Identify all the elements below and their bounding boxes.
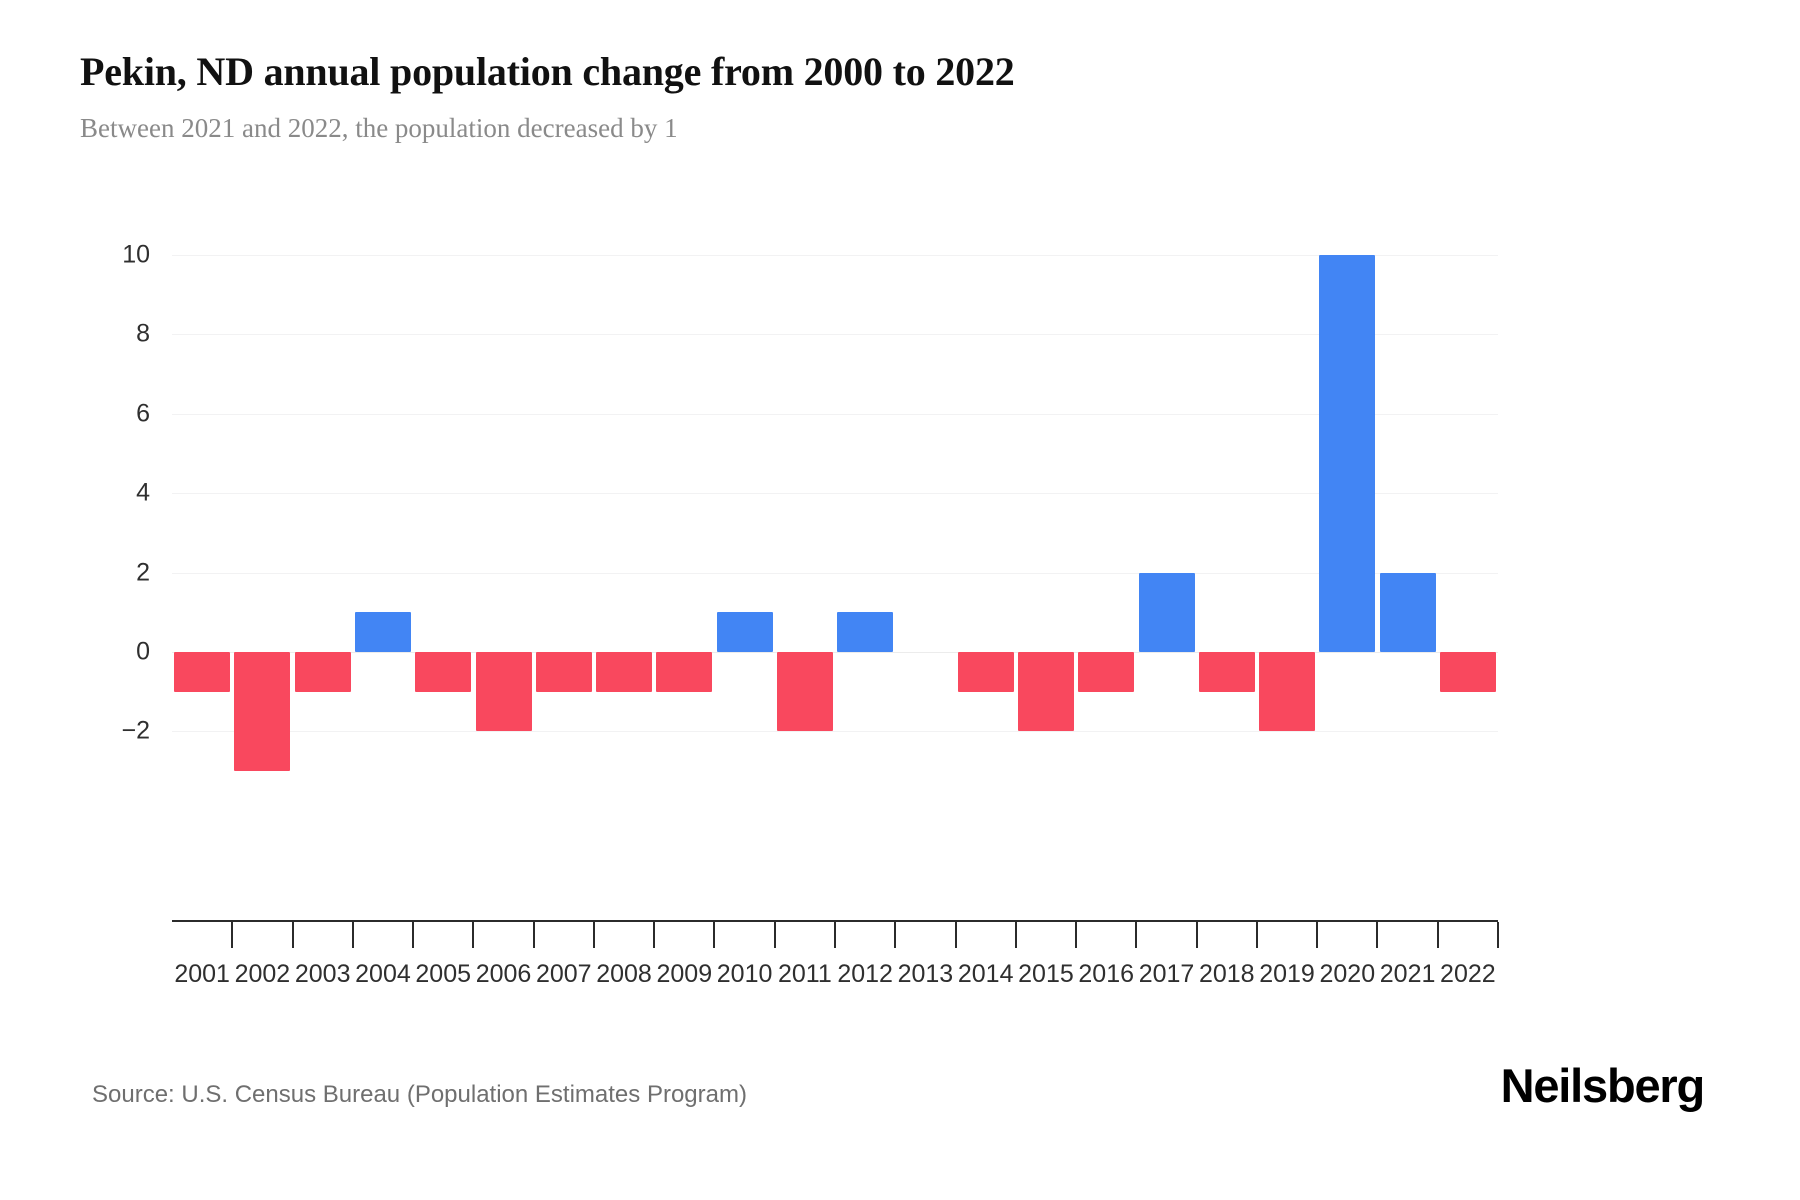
y-axis-tick-label: 6 xyxy=(136,399,150,428)
x-axis-tick-label: 2005 xyxy=(415,960,472,988)
gridline xyxy=(172,651,1498,653)
x-axis-tick xyxy=(1497,922,1499,948)
x-axis-labels: 2001 2002 2003 2004 2005 2006 2007 2008 2009 2010… xyxy=(172,960,1498,1000)
y-axis-tick-label: −2 xyxy=(121,716,150,745)
x-axis-tick xyxy=(291,922,294,948)
x-axis-tick-label: 2016 xyxy=(1078,960,1135,988)
x-axis-tick-label: 2003 xyxy=(294,960,351,988)
bar-2015[interactable] xyxy=(1017,651,1074,732)
bar-2018[interactable] xyxy=(1198,651,1255,692)
y-axis-labels: 10 8 6 4 2 0 −2 xyxy=(0,215,172,795)
x-axis-tick xyxy=(1014,922,1017,948)
bar-2010[interactable] xyxy=(716,612,773,652)
y-axis-tick-label: 10 xyxy=(122,240,150,269)
x-axis-tick-label: 2001 xyxy=(174,960,230,988)
bar-2007[interactable] xyxy=(535,651,592,692)
x-axis-tick-label: 2019 xyxy=(1259,960,1315,988)
y-axis-tick-label: 0 xyxy=(136,637,150,666)
bar-2012[interactable] xyxy=(837,612,894,652)
x-axis-tick-label: 2004 xyxy=(355,960,411,988)
x-axis-tick xyxy=(231,922,234,948)
x-axis-line xyxy=(172,920,1498,922)
x-axis-tick xyxy=(894,922,897,948)
plot-canvas xyxy=(172,215,1498,795)
plot-area: 10 8 6 4 2 0 −2 xyxy=(0,215,1800,905)
x-axis-tick-label: 2006 xyxy=(475,960,532,988)
x-axis-tick xyxy=(532,922,535,948)
bar-2006[interactable] xyxy=(475,651,532,732)
chart-subtitle: Between 2021 and 2022, the population de… xyxy=(80,113,678,143)
gridline xyxy=(172,334,1498,336)
bar-2019[interactable] xyxy=(1259,651,1316,732)
x-axis-tick xyxy=(412,922,415,948)
bar-2011[interactable] xyxy=(776,651,833,732)
x-axis-tick-label: 2015 xyxy=(1018,960,1074,988)
bar-2021[interactable] xyxy=(1379,572,1436,652)
x-axis-tick xyxy=(472,922,475,948)
y-axis-tick-label: 4 xyxy=(136,478,150,507)
bar-2005[interactable] xyxy=(415,651,472,692)
brand-logo: Neilsberg xyxy=(1500,1059,1706,1112)
y-axis-tick-label: 2 xyxy=(136,558,150,587)
x-axis-tick xyxy=(834,922,836,948)
x-axis-tick-label: 2009 xyxy=(656,960,713,988)
bar-2017[interactable] xyxy=(1138,572,1195,652)
x-axis-tick-label: 2008 xyxy=(596,960,652,988)
x-axis-tick-label: 2017 xyxy=(1138,960,1195,988)
y-axis-tick-label: 8 xyxy=(136,319,150,348)
x-axis-tick-label: 2002 xyxy=(234,960,291,988)
x-axis xyxy=(172,920,1499,948)
chart-header: Pekin, ND annual population change from … xyxy=(80,48,1680,146)
x-axis-tick xyxy=(1376,922,1379,948)
x-axis-tick-label: 2012 xyxy=(837,960,893,988)
x-axis-tick-label: 2014 xyxy=(957,960,1014,988)
x-axis-tick xyxy=(1195,922,1198,948)
bar-2004[interactable] xyxy=(354,612,411,652)
x-axis-tick-label: 2007 xyxy=(535,960,592,988)
x-axis-tick-label: 2022 xyxy=(1440,960,1496,988)
x-axis-tick xyxy=(592,922,595,948)
gridline xyxy=(172,572,1498,574)
bar-2002[interactable] xyxy=(234,651,291,772)
gridline xyxy=(172,493,1498,495)
gridline xyxy=(172,731,1498,733)
x-axis-tick xyxy=(351,922,354,948)
x-axis-tick xyxy=(954,922,957,948)
x-axis-tick-label: 2021 xyxy=(1379,960,1436,988)
gridline xyxy=(172,413,1498,415)
bar-2009[interactable] xyxy=(656,651,713,692)
x-axis-tick xyxy=(713,922,716,948)
bar-2016[interactable] xyxy=(1078,651,1135,692)
gridline xyxy=(172,254,1498,256)
x-axis-tick-label: 2011 xyxy=(777,960,832,988)
bar-2014[interactable] xyxy=(957,651,1014,692)
x-axis-tick xyxy=(1075,922,1078,948)
page-title: Pekin, ND annual population change from … xyxy=(80,49,1015,94)
x-axis-tick xyxy=(1135,922,1138,948)
bar-2001[interactable] xyxy=(174,651,231,692)
x-axis-tick xyxy=(1255,922,1258,948)
x-axis-tick-label: 2010 xyxy=(716,960,773,988)
bar-series xyxy=(172,215,1498,795)
x-axis-tick xyxy=(1316,922,1319,948)
bar-2008[interactable] xyxy=(596,651,653,692)
x-axis-tick xyxy=(653,922,656,948)
bar-2020[interactable] xyxy=(1319,254,1376,652)
x-axis-tick-label: 2018 xyxy=(1198,960,1255,988)
bar-2003[interactable] xyxy=(294,651,351,692)
x-axis-tick xyxy=(1436,922,1439,948)
bar-2022[interactable] xyxy=(1439,651,1496,692)
x-axis-tick xyxy=(773,922,776,948)
x-axis-tick-label: 2013 xyxy=(897,960,954,988)
x-axis-tick-label: 2020 xyxy=(1319,960,1376,988)
source-note: Source: U.S. Census Bureau (Population E… xyxy=(92,1081,747,1108)
